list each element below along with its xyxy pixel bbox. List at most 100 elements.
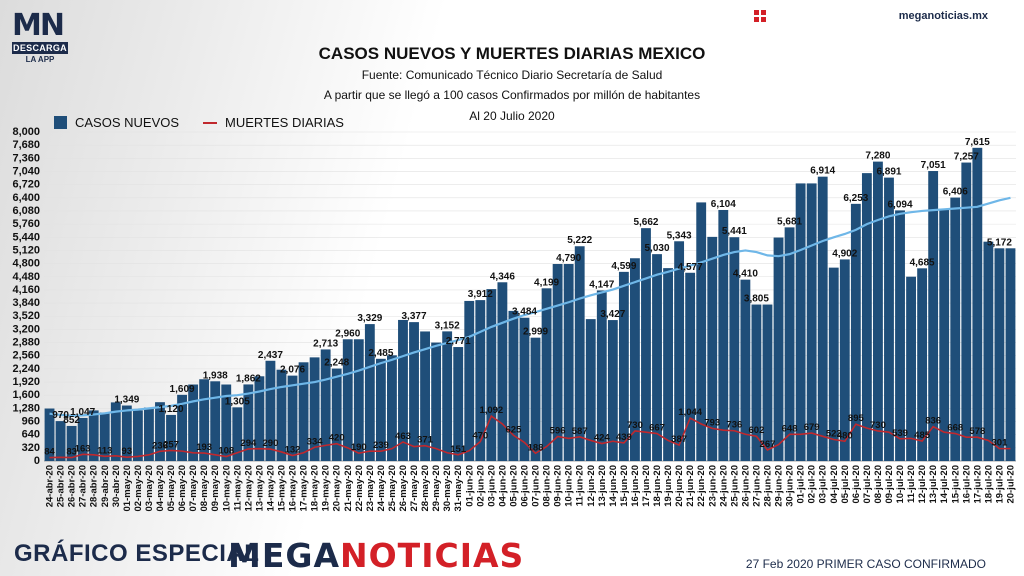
trend-line	[49, 196, 1011, 417]
logo[interactable]: MN DESCARGA LA APP	[12, 8, 68, 64]
bar-casos-nuevos	[983, 241, 994, 461]
deaths-data-label: 679	[804, 422, 820, 433]
bar-data-label: 6,253	[843, 193, 868, 204]
deaths-data-label: 485	[914, 430, 931, 441]
bar-data-label: 852	[63, 415, 80, 426]
y-tick-label: 4,480	[12, 271, 40, 283]
deaths-data-label: 463	[395, 431, 411, 442]
x-tick-label: 07-may-20	[188, 465, 199, 511]
bar-casos-nuevos	[342, 339, 353, 461]
deaths-data-label: 387	[671, 434, 687, 445]
footer-first-case-note: 27 Feb 2020 PRIMER CASO CONFIRMADO	[745, 557, 986, 571]
chart-subtitle-criteria: A partir que se llegó a 100 casos Confir…	[323, 88, 701, 102]
x-tick-label: 04-may-20	[155, 465, 166, 511]
bar-data-label: 3,805	[744, 294, 769, 305]
bar-data-label: 6,914	[810, 166, 835, 177]
bar-casos-nuevos	[817, 176, 828, 461]
bar-data-label: 4,577	[678, 262, 703, 273]
y-tick-label: 2,880	[12, 337, 40, 349]
x-tick-label: 07-jun-20	[531, 465, 542, 507]
bar-data-label: 1,305	[225, 396, 250, 407]
deaths-data-label: 420	[329, 433, 345, 444]
y-tick-label: 3,840	[12, 297, 40, 309]
x-tick-label: 12-jun-20	[586, 465, 597, 507]
x-tick-label: 15-may-20	[276, 465, 287, 511]
deaths-data-label: 84	[44, 447, 55, 458]
bar-casos-nuevos	[928, 171, 939, 461]
bar-casos-nuevos	[762, 304, 773, 461]
bar-data-label: 1,120	[159, 404, 184, 415]
y-tick-label: 640	[22, 429, 40, 441]
y-tick-label: 5,760	[12, 218, 40, 230]
x-tick-label: 14-jun-20	[608, 465, 619, 507]
bar-data-label: 4,790	[556, 253, 581, 264]
legend-swatch-deaths	[203, 121, 218, 124]
site-url[interactable]: meganoticias.mx	[898, 10, 988, 22]
logo-mark: MN	[12, 8, 65, 43]
x-tick-label: 25-abr-20	[56, 465, 67, 507]
bar-data-label: 3,427	[600, 309, 625, 320]
x-tick-label: 18-may-20	[310, 465, 321, 511]
x-tick-label: 08-jul-20	[873, 465, 884, 504]
bar-casos-nuevos	[188, 384, 199, 461]
bar-data-label: 6,104	[711, 199, 736, 210]
x-tick-label: 29-jun-20	[774, 465, 785, 507]
deaths-data-label: 294	[240, 438, 257, 449]
deaths-data-label: 236	[152, 440, 168, 451]
bar-casos-nuevos	[265, 360, 276, 461]
x-tick-label: 19-jul-20	[994, 465, 1005, 504]
bar-casos-nuevos	[88, 410, 99, 461]
deaths-data-label: 424	[594, 433, 611, 444]
bar-casos-nuevos	[707, 236, 718, 461]
line-muertes-diarias	[49, 414, 1011, 459]
bar-data-label: 1,609	[170, 384, 195, 395]
x-tick-label: 18-jul-20	[983, 465, 994, 504]
bar-data-label: 2,713	[313, 338, 338, 349]
y-tick-label: 7,360	[12, 152, 40, 164]
bar-data-label: 4,902	[832, 248, 857, 259]
bar-data-label: 1,938	[203, 370, 228, 381]
deaths-data-label: 301	[992, 438, 1009, 449]
x-tick-label: 19-jun-20	[663, 465, 674, 507]
x-tick-label: 09-jul-20	[884, 465, 895, 504]
x-tick-label: 10-jul-20	[895, 465, 906, 504]
x-tick-label: 15-jul-20	[950, 465, 961, 504]
bar-casos-nuevos	[464, 300, 475, 461]
x-tick-label: 05-jul-20	[840, 465, 851, 504]
x-tick-label: 18-jun-20	[652, 465, 663, 507]
bar-casos-nuevos	[1005, 248, 1016, 461]
x-tick-label: 20-jul-20	[1005, 465, 1016, 504]
bar-casos-nuevos	[895, 210, 905, 461]
x-tick-label: 28-jun-20	[762, 465, 773, 507]
logo-download-bar[interactable]: DESCARGA	[12, 42, 68, 54]
chart-subtitle-date: Al 20 Julio 2020	[469, 109, 555, 123]
x-tick-label: 14-jul-20	[939, 465, 950, 504]
x-tick-label: 13-may-20	[254, 465, 265, 511]
bar-casos-nuevos	[364, 324, 375, 461]
logo-sub: LA APP	[25, 55, 55, 64]
x-tick-label: 22-jun-20	[696, 465, 707, 507]
x-tick-label: 10-may-20	[221, 465, 232, 511]
x-tick-label: 10-jun-20	[564, 465, 575, 507]
bar-casos-nuevos	[276, 369, 287, 461]
bar-casos-nuevos	[906, 276, 916, 461]
x-tick-label: 08-may-20	[199, 465, 210, 511]
y-tick-label: 1,280	[12, 402, 40, 414]
x-tick-label: 24-may-20	[376, 465, 387, 511]
x-tick-label: 01-jun-20	[464, 465, 475, 507]
deaths-data-label: 539	[892, 428, 908, 439]
deaths-data-label: 334	[307, 436, 324, 447]
bar-casos-nuevos	[121, 405, 132, 461]
bar-data-label: 2,960	[335, 328, 360, 339]
x-tick-label: 01-may-20	[122, 465, 133, 511]
y-tick-label: 1,600	[12, 389, 40, 401]
x-tick-label: 31-may-20	[453, 465, 464, 511]
x-tick-label: 28-abr-20	[89, 465, 100, 507]
bar-data-label: 6,891	[876, 167, 901, 178]
bar-casos-nuevos	[563, 264, 574, 461]
x-tick-label: 06-jun-20	[519, 465, 530, 507]
bar-data-label: 4,410	[733, 269, 758, 280]
x-tick-label: 02-jun-20	[475, 465, 486, 507]
bar-casos-nuevos	[972, 147, 983, 461]
legend-label-cases: CASOS NUEVOS	[75, 115, 180, 130]
